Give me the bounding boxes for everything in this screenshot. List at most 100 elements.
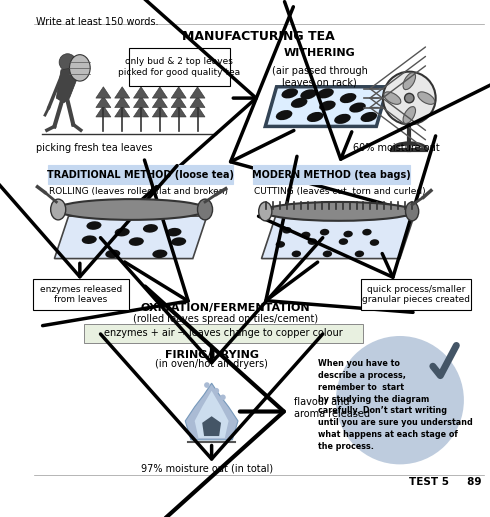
Polygon shape: [133, 105, 148, 117]
Ellipse shape: [323, 251, 332, 257]
Circle shape: [214, 388, 219, 393]
Text: OXIDATION/FERMENTATION: OXIDATION/FERMENTATION: [141, 302, 311, 313]
FancyBboxPatch shape: [33, 279, 129, 310]
Ellipse shape: [282, 227, 292, 234]
Ellipse shape: [334, 114, 351, 124]
Ellipse shape: [291, 98, 307, 108]
Polygon shape: [171, 105, 186, 117]
Polygon shape: [56, 68, 80, 103]
Text: CUTTING (leaves cut, torn and curled): CUTTING (leaves cut, torn and curled): [254, 187, 426, 196]
Text: picking fresh tea leaves: picking fresh tea leaves: [36, 143, 152, 154]
Polygon shape: [115, 105, 130, 117]
FancyBboxPatch shape: [253, 165, 410, 184]
Ellipse shape: [70, 55, 90, 81]
Text: (rolled leaves spread on tiles/cement): (rolled leaves spread on tiles/cement): [133, 314, 318, 324]
Polygon shape: [265, 87, 388, 127]
Text: quick process/smaller
granular pieces created: quick process/smaller granular pieces cr…: [362, 285, 470, 304]
Ellipse shape: [370, 239, 379, 246]
Ellipse shape: [197, 199, 213, 220]
Polygon shape: [152, 105, 168, 117]
Ellipse shape: [264, 202, 414, 221]
Polygon shape: [96, 96, 111, 108]
Ellipse shape: [418, 92, 435, 104]
Ellipse shape: [339, 238, 348, 245]
Circle shape: [405, 94, 414, 103]
Ellipse shape: [129, 237, 144, 246]
Polygon shape: [262, 216, 414, 258]
Ellipse shape: [115, 228, 130, 236]
Ellipse shape: [349, 102, 366, 113]
Ellipse shape: [143, 224, 158, 233]
Ellipse shape: [292, 251, 301, 257]
Text: enzymes + air → leaves change to copper colour: enzymes + air → leaves change to copper …: [104, 328, 343, 338]
Circle shape: [220, 394, 226, 400]
Text: only bud & 2 top leaves
picked for good quality tea: only bud & 2 top leaves picked for good …: [118, 57, 240, 77]
Ellipse shape: [361, 112, 377, 122]
Polygon shape: [171, 87, 186, 98]
FancyBboxPatch shape: [84, 324, 363, 343]
Circle shape: [383, 72, 436, 125]
Ellipse shape: [343, 231, 353, 237]
Ellipse shape: [152, 250, 168, 258]
Text: TEST 5     89: TEST 5 89: [409, 477, 482, 488]
Text: (in oven/hot air dryers): (in oven/hot air dryers): [155, 359, 268, 369]
Polygon shape: [54, 216, 207, 258]
Ellipse shape: [384, 92, 401, 104]
Text: Write at least 150 words.: Write at least 150 words.: [36, 17, 158, 27]
Text: (air passed through
leaves on rack): (air passed through leaves on rack): [272, 66, 368, 87]
Ellipse shape: [301, 232, 311, 238]
Ellipse shape: [320, 229, 329, 235]
Ellipse shape: [300, 89, 317, 99]
Text: ROLLING (leaves rolled flat and broken): ROLLING (leaves rolled flat and broken): [49, 187, 228, 196]
Ellipse shape: [317, 88, 334, 98]
Ellipse shape: [105, 250, 121, 258]
Text: When you have to
describe a process,
remember to  start
by studying the diagram
: When you have to describe a process, rem…: [318, 359, 472, 451]
Ellipse shape: [86, 221, 101, 230]
Circle shape: [59, 54, 76, 71]
Polygon shape: [115, 87, 130, 98]
Ellipse shape: [403, 107, 416, 124]
Text: FIRING/DRYING: FIRING/DRYING: [165, 350, 259, 360]
Ellipse shape: [259, 202, 272, 221]
Ellipse shape: [50, 199, 66, 220]
Text: WITHERING: WITHERING: [284, 48, 356, 58]
Text: MANUFACTURING TEA: MANUFACTURING TEA: [182, 30, 335, 43]
Ellipse shape: [167, 228, 181, 236]
Ellipse shape: [276, 241, 285, 248]
Ellipse shape: [56, 199, 207, 220]
FancyBboxPatch shape: [129, 48, 229, 86]
Text: 97% moisture out (in total): 97% moisture out (in total): [141, 463, 273, 473]
Ellipse shape: [406, 202, 419, 221]
Ellipse shape: [319, 101, 336, 111]
Polygon shape: [96, 87, 111, 98]
Polygon shape: [115, 96, 130, 108]
Text: TRADITIONAL METHOD (loose tea): TRADITIONAL METHOD (loose tea): [47, 170, 234, 179]
Text: MODERN METHOD (tea bags): MODERN METHOD (tea bags): [252, 170, 411, 179]
Polygon shape: [96, 105, 111, 117]
Polygon shape: [152, 87, 168, 98]
Text: 60% moisture out: 60% moisture out: [353, 143, 440, 154]
Polygon shape: [190, 105, 205, 117]
Polygon shape: [171, 96, 186, 108]
Ellipse shape: [281, 88, 298, 98]
FancyBboxPatch shape: [48, 165, 233, 184]
Text: flavour and
aroma released: flavour and aroma released: [294, 397, 369, 419]
Ellipse shape: [307, 112, 323, 122]
Polygon shape: [195, 391, 228, 438]
Polygon shape: [133, 87, 148, 98]
Ellipse shape: [340, 93, 356, 103]
Ellipse shape: [276, 110, 293, 120]
Ellipse shape: [403, 72, 416, 89]
Ellipse shape: [355, 251, 364, 257]
Polygon shape: [152, 96, 168, 108]
Circle shape: [336, 336, 464, 464]
Circle shape: [204, 382, 210, 388]
FancyBboxPatch shape: [361, 279, 471, 310]
Ellipse shape: [171, 237, 186, 246]
Polygon shape: [202, 416, 221, 436]
Polygon shape: [190, 96, 205, 108]
Ellipse shape: [308, 238, 317, 245]
Polygon shape: [133, 96, 148, 108]
Ellipse shape: [82, 235, 97, 244]
Polygon shape: [185, 383, 238, 440]
